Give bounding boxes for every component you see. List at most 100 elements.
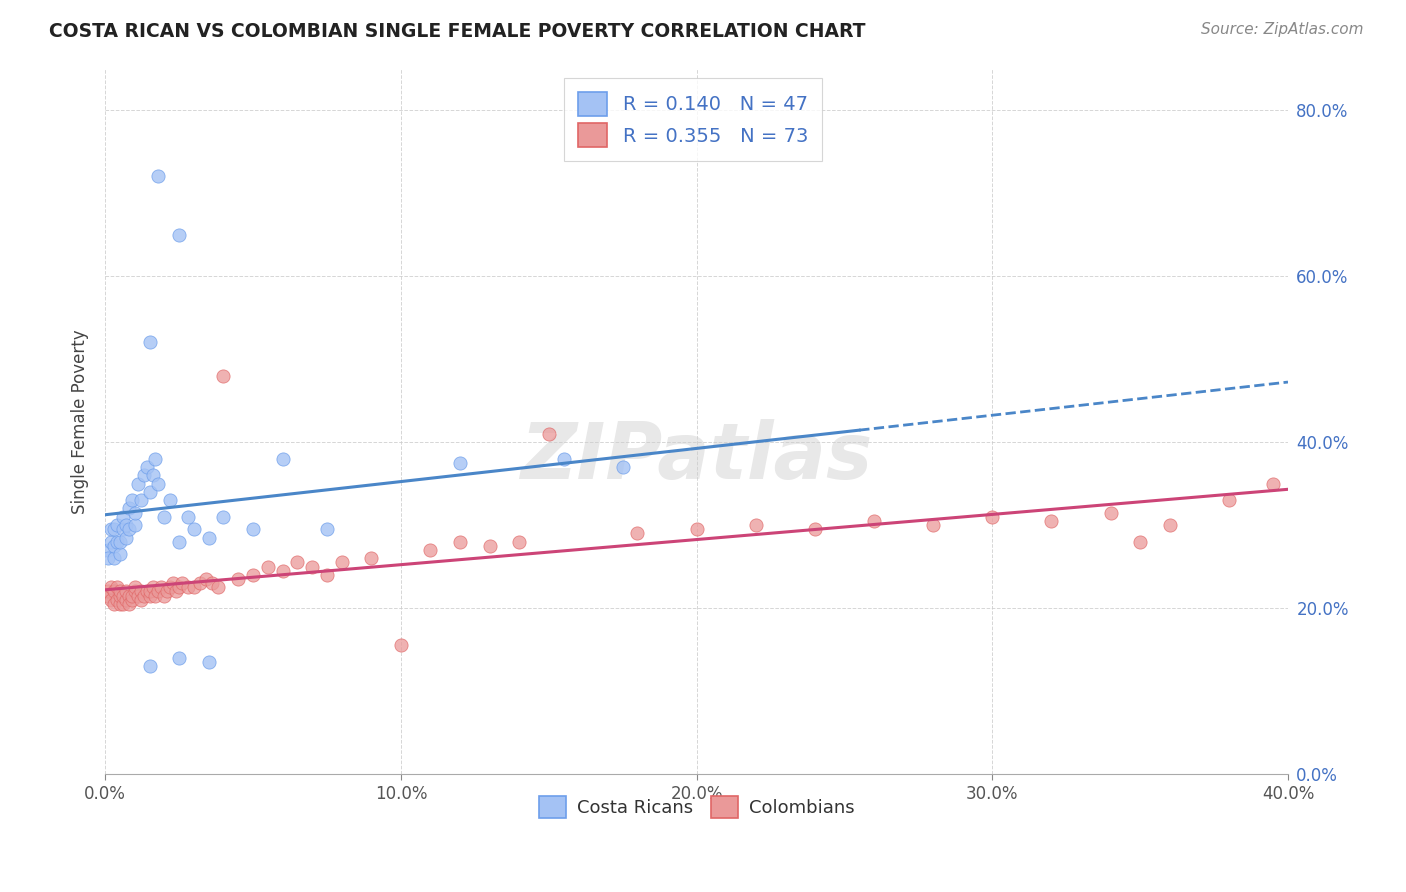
Point — [124, 584, 146, 599]
Point — [301, 559, 323, 574]
Point — [118, 501, 141, 516]
Point — [105, 518, 128, 533]
Point — [105, 534, 128, 549]
Point — [1263, 476, 1285, 491]
Point — [685, 522, 707, 536]
Point — [1099, 506, 1122, 520]
Point — [129, 493, 152, 508]
Point — [156, 584, 179, 599]
Point — [271, 564, 294, 578]
Point — [212, 509, 235, 524]
Point — [111, 589, 134, 603]
Point — [981, 509, 1004, 524]
Text: COSTA RICAN VS COLOMBIAN SINGLE FEMALE POVERTY CORRELATION CHART: COSTA RICAN VS COLOMBIAN SINGLE FEMALE P… — [49, 22, 866, 41]
Point — [118, 589, 141, 603]
Point — [626, 526, 648, 541]
Point — [212, 368, 235, 383]
Point — [100, 534, 122, 549]
Point — [145, 589, 167, 603]
Point — [330, 556, 353, 570]
Point — [159, 493, 181, 508]
Point — [127, 589, 149, 603]
Point — [138, 335, 160, 350]
Point — [132, 589, 155, 603]
Point — [242, 522, 264, 536]
Point — [97, 543, 120, 558]
Point — [124, 506, 146, 520]
Point — [148, 584, 170, 599]
Point — [449, 534, 471, 549]
Point — [242, 568, 264, 582]
Point — [108, 547, 131, 561]
Point — [108, 589, 131, 603]
Point — [316, 522, 339, 536]
Point — [132, 468, 155, 483]
Point — [183, 580, 205, 594]
Point — [111, 509, 134, 524]
Point — [121, 493, 143, 508]
Point — [129, 584, 152, 599]
Point — [121, 592, 143, 607]
Point — [138, 589, 160, 603]
Point — [1218, 493, 1240, 508]
Point — [115, 592, 138, 607]
Point — [153, 589, 176, 603]
Point — [118, 522, 141, 536]
Point — [115, 584, 138, 599]
Y-axis label: Single Female Poverty: Single Female Poverty — [72, 329, 89, 514]
Point — [167, 227, 190, 242]
Point — [100, 580, 122, 594]
Point — [124, 518, 146, 533]
Point — [103, 597, 125, 611]
Point — [177, 580, 200, 594]
Point — [165, 584, 187, 599]
Point — [172, 576, 194, 591]
Point — [150, 580, 173, 594]
Point — [108, 534, 131, 549]
Point — [287, 556, 309, 570]
Point — [97, 584, 120, 599]
Point — [124, 580, 146, 594]
Point — [183, 522, 205, 536]
Point — [148, 169, 170, 184]
Point — [863, 514, 886, 528]
Point — [129, 592, 152, 607]
Point — [159, 580, 181, 594]
Point — [419, 543, 441, 558]
Point — [138, 584, 160, 599]
Point — [389, 639, 412, 653]
Point — [100, 522, 122, 536]
Point — [135, 460, 157, 475]
Point — [922, 518, 945, 533]
Point — [115, 518, 138, 533]
Point — [257, 559, 280, 574]
Point — [745, 518, 768, 533]
Point — [478, 539, 501, 553]
Point — [121, 589, 143, 603]
Point — [167, 651, 190, 665]
Point — [207, 580, 229, 594]
Point — [167, 580, 190, 594]
Point — [162, 576, 184, 591]
Point — [271, 451, 294, 466]
Point — [105, 580, 128, 594]
Point — [553, 451, 575, 466]
Text: ZIPatlas: ZIPatlas — [520, 418, 873, 494]
Point — [108, 584, 131, 599]
Point — [188, 576, 211, 591]
Point — [201, 576, 224, 591]
Point — [153, 509, 176, 524]
Point — [127, 476, 149, 491]
Text: Source: ZipAtlas.com: Source: ZipAtlas.com — [1201, 22, 1364, 37]
Legend: Costa Ricans, Colombians: Costa Ricans, Colombians — [531, 789, 862, 825]
Point — [118, 597, 141, 611]
Point — [100, 592, 122, 607]
Point — [111, 597, 134, 611]
Point — [197, 655, 219, 669]
Point — [103, 539, 125, 553]
Point — [105, 592, 128, 607]
Point — [148, 476, 170, 491]
Point — [138, 484, 160, 499]
Point — [138, 659, 160, 673]
Point — [115, 531, 138, 545]
